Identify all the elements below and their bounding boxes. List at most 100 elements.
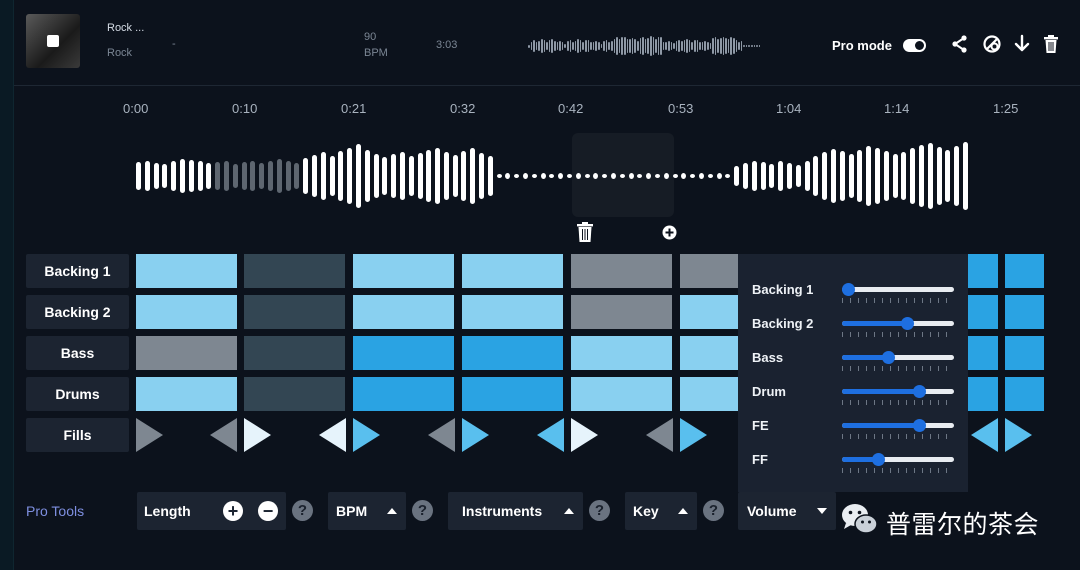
track-cell[interactable] [136,377,237,411]
track-cell[interactable] [136,295,237,329]
track-label-fills[interactable]: Fills [26,418,129,452]
fill-right-triangle[interactable] [462,418,489,452]
wave-bar [232,164,238,188]
volume-slider-knob[interactable] [841,283,855,296]
fill-right-triangle[interactable] [680,418,707,452]
fill-left-triangle[interactable] [428,418,455,452]
main-waveform[interactable] [136,140,968,212]
volume-slider-knob[interactable] [881,351,895,364]
fill-right-triangle[interactable] [244,418,271,452]
fill-left-triangle[interactable] [971,418,998,452]
track-cell[interactable] [966,254,998,288]
mini-wave-bar [665,41,668,51]
volume-slider[interactable] [842,453,954,466]
volume-slider-knob[interactable] [900,317,914,330]
wave-dot [672,174,678,178]
fill-right-triangle[interactable] [353,418,380,452]
download-icon[interactable] [1012,34,1032,54]
mini-wave-bar [722,36,725,56]
bpm-control[interactable]: BPM [328,492,406,530]
fill-right-triangle[interactable] [571,418,598,452]
track-cell[interactable] [571,254,672,288]
track-cell[interactable] [462,377,563,411]
track-cell[interactable] [1005,336,1044,370]
track-cell[interactable] [353,295,454,329]
track-cell[interactable] [353,377,454,411]
fill-left-triangle[interactable] [537,418,564,452]
wave-dot [496,174,502,178]
mini-wave-bar [561,41,564,51]
length-decrease-button[interactable]: − [258,501,278,521]
volume-slider[interactable] [842,385,954,398]
length-increase-button[interactable]: + [223,501,243,521]
volume-slider-knob[interactable] [871,453,885,466]
volume-slider[interactable] [842,419,954,432]
mini-wave-bar [631,37,634,55]
track-cell[interactable] [353,336,454,370]
wave-bar [259,163,265,189]
wave-bar [830,149,836,203]
wave-bar [813,156,819,196]
track-cell[interactable] [680,336,738,370]
track-cell[interactable] [244,254,345,288]
track-cell[interactable] [1005,254,1044,288]
wave-bar [901,152,907,200]
track-cell[interactable] [680,254,738,288]
bpm-help-icon[interactable]: ? [412,500,433,521]
track-cell[interactable] [680,377,738,411]
volume-slider-knob[interactable] [913,385,927,398]
track-label-backing-2[interactable]: Backing 2 [26,295,129,329]
volume-slider[interactable] [842,317,954,330]
fill-right-triangle[interactable] [1005,418,1032,452]
track-cell[interactable] [966,377,998,411]
album-cover[interactable] [26,14,80,68]
track-label-drums[interactable]: Drums [26,377,129,411]
volume-slider[interactable] [841,283,954,296]
fill-left-triangle[interactable] [646,418,673,452]
mini-wave-bar [662,42,665,50]
track-cell[interactable] [462,254,563,288]
instruments-control[interactable]: Instruments [448,492,583,530]
track-cell[interactable] [462,295,563,329]
track-cell[interactable] [244,377,345,411]
link-icon[interactable] [982,34,1002,54]
track-cell[interactable] [571,336,672,370]
track-cell[interactable] [571,295,672,329]
stop-icon[interactable] [47,35,59,47]
track-cell[interactable] [966,295,998,329]
share-icon[interactable] [950,34,970,54]
fill-right-triangle[interactable] [136,418,163,452]
trash-icon[interactable] [1041,34,1061,54]
track-cell[interactable] [680,295,738,329]
pro-mode-toggle[interactable] [903,39,926,52]
track-cell[interactable] [353,254,454,288]
instruments-help-icon[interactable]: ? [589,500,610,521]
length-help-icon[interactable]: ? [292,500,313,521]
volume-slider-knob[interactable] [913,419,927,432]
fill-left-triangle[interactable] [319,418,346,452]
song-title[interactable]: Rock ... [107,22,145,34]
mini-waveform[interactable] [528,34,761,58]
add-segment-icon[interactable] [662,225,677,240]
track-cell[interactable] [244,295,345,329]
track-cell[interactable] [1005,295,1044,329]
track-cell[interactable] [571,377,672,411]
volume-slider[interactable] [842,351,954,364]
track-label-bass[interactable]: Bass [26,336,129,370]
volume-row-label: Bass [752,350,784,365]
track-cell[interactable] [966,336,998,370]
track-cell[interactable] [1005,377,1044,411]
wave-bar [382,157,388,195]
wave-bar [417,153,423,199]
track-cell[interactable] [136,254,237,288]
time-label: 1:04 [776,101,802,116]
fill-left-triangle[interactable] [210,418,237,452]
delete-segment-icon[interactable] [576,222,594,242]
key-control[interactable]: Key [625,492,697,530]
track-label-backing-1[interactable]: Backing 1 [26,254,129,288]
key-help-icon[interactable]: ? [703,500,724,521]
track-cell[interactable] [136,336,237,370]
volume-control[interactable]: Volume [738,492,836,530]
track-cell[interactable] [462,336,563,370]
track-cell[interactable] [244,336,345,370]
